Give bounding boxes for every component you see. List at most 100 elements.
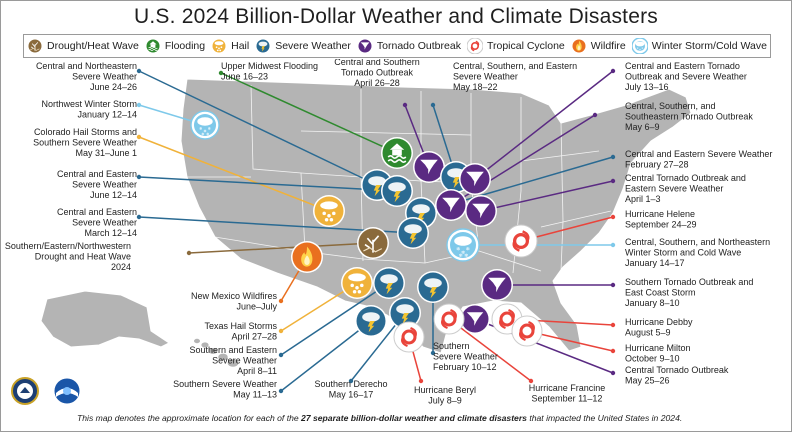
tornado-icon-glyph <box>356 38 373 54</box>
leader-dot <box>218 70 224 76</box>
svg-text:❄: ❄ <box>461 250 465 256</box>
event-label-line: April 8–11 <box>237 366 277 376</box>
winter-storm-icon-glyph: ❄❄❄❄ ❄ <box>631 38 648 54</box>
event-label-line: Central, Southern, and <box>625 101 716 111</box>
legend-item: Hail <box>211 38 249 54</box>
event-label: Central, Southern, and Northeastern Winte… <box>625 237 770 268</box>
event-label-line: Hurricane Debby <box>625 317 693 327</box>
tornado-marker <box>459 163 491 195</box>
svg-text:❄: ❄ <box>201 132 205 137</box>
event-label-line: June–July <box>236 302 277 312</box>
leader-dot <box>610 68 616 74</box>
leader-dot <box>136 174 142 180</box>
legend-label: Drought/Heat Wave <box>47 40 139 52</box>
leader-dot <box>528 378 534 384</box>
leader-line <box>448 318 532 382</box>
event-label: Central and Eastern Severe Weather March 1… <box>57 207 137 238</box>
event-label-line: June 16–23 <box>221 72 268 82</box>
leader-dot <box>610 154 616 160</box>
event-label: Central, Southern, and Southeastern Torna… <box>625 101 753 132</box>
svg-text:❄: ❄ <box>207 126 211 131</box>
hawaii-island <box>208 348 218 354</box>
event-label-line: 2024 <box>111 262 131 272</box>
legend-item: Tropical Cyclone <box>466 38 565 54</box>
event-label: Colorado Hail Storms and Southern Severe … <box>33 127 137 158</box>
event-label: Southern/Eastern/Northwestern Drought and… <box>5 241 131 272</box>
flooding-icon <box>144 38 161 54</box>
leader-line <box>474 70 614 180</box>
hawaii-island <box>227 359 239 367</box>
svg-text:❄: ❄ <box>199 126 203 131</box>
leader-dot <box>278 388 284 394</box>
event-label-line: Southern and Eastern <box>189 345 277 355</box>
footer-text: This map denotes the approximate locatio… <box>77 413 302 423</box>
leader-dot <box>610 322 616 328</box>
severe-weather-icon-glyph <box>255 38 272 54</box>
leader-dot <box>610 242 616 248</box>
footer-note: This map denotes the approximate locatio… <box>77 413 777 423</box>
leader-dot <box>186 250 192 256</box>
event-label-line: July 8–9 <box>428 396 462 406</box>
leader-dot <box>136 214 142 220</box>
event-label-line: Central and Southern <box>334 59 420 67</box>
event-label: Upper Midwest Flooding June 16–23 <box>221 61 318 82</box>
event-label: Texas Hail Storms April 27–28 <box>204 321 277 342</box>
leader-dot <box>418 378 424 384</box>
event-label-line: Southern <box>433 341 470 351</box>
event-label-line: Southern Severe Weather <box>173 379 277 389</box>
event-label-line: Central, Southern, and Northeastern <box>625 237 770 247</box>
event-label-line: Upper Midwest Flooding <box>221 61 318 71</box>
event-label-line: Winter Storm and Cold Wave <box>625 248 741 258</box>
tornado-marker <box>460 304 490 334</box>
event-label-line: Drought and Heat Wave <box>35 252 131 262</box>
event-label-line: May 31–June 1 <box>75 148 137 158</box>
leader-dot <box>402 102 408 108</box>
event-label-line: September 24–29 <box>625 220 697 230</box>
drought-icon <box>27 38 43 54</box>
event-label-line: April 1–3 <box>625 194 661 204</box>
event-label: Central and Eastern Severe Weather June 12… <box>57 169 137 200</box>
svg-text:❄: ❄ <box>638 50 640 53</box>
svg-text:❄: ❄ <box>206 132 210 137</box>
leader-dot <box>136 102 142 108</box>
event-label: Central, Southern, and Eastern Severe Wea… <box>453 61 577 92</box>
event-label-line: January 14–17 <box>625 258 685 268</box>
event-label-line: Southern Derecho <box>314 379 387 389</box>
leader-dot <box>592 112 598 118</box>
event-label-line: Central and Eastern <box>57 207 137 217</box>
hail-icon-glyph <box>211 38 228 54</box>
event-label-line: Severe Weather <box>433 352 498 362</box>
event-label-line: Texas Hail Storms <box>204 321 277 331</box>
event-label-line: Central and Eastern <box>57 169 137 179</box>
drought-icon-glyph <box>27 38 43 54</box>
leader-dot <box>136 134 142 140</box>
legend-label: Tropical Cyclone <box>486 40 565 52</box>
event-label: Southern Severe Weather February 10–12 <box>433 341 498 372</box>
legend-item: ❄ ❄ ❄ ❄ ❄ Winter Storm/Cold Wave <box>631 38 767 54</box>
leader-dot <box>430 350 436 356</box>
tornado-marker <box>435 189 467 221</box>
event-label-line: Hurricane Beryl <box>414 385 476 395</box>
legend-label: Severe Weather <box>275 40 351 52</box>
leader-dot <box>278 298 284 304</box>
leader-line <box>138 70 378 186</box>
tornado-icon <box>356 38 373 54</box>
legend-item: Severe Weather <box>255 38 351 54</box>
svg-text:❄: ❄ <box>639 48 641 51</box>
hawaii-island <box>201 342 209 348</box>
leader-dot <box>610 370 616 376</box>
flooding-marker <box>381 137 413 169</box>
event-label-line: Hurricane Milton <box>625 343 691 353</box>
leader-dot <box>610 348 616 354</box>
legend: Drought/Heat Wave Flooding Hail Severe Weat… <box>23 34 771 58</box>
svg-text:❄: ❄ <box>459 253 463 259</box>
severe-marker <box>389 297 421 329</box>
cyclone-marker <box>511 315 543 347</box>
event-label-line: July 13–16 <box>625 82 669 92</box>
wildfire-marker <box>291 241 323 273</box>
severe-marker <box>373 267 405 299</box>
event-labels: Central and Northeastern Severe Weather Ju… <box>5 59 773 406</box>
event-label-line: Hurricane Helene <box>625 209 695 219</box>
event-label-line: Southeastern Tornado Outbreak <box>625 112 753 122</box>
event-label-line: New Mexico Wildfires <box>191 291 278 301</box>
